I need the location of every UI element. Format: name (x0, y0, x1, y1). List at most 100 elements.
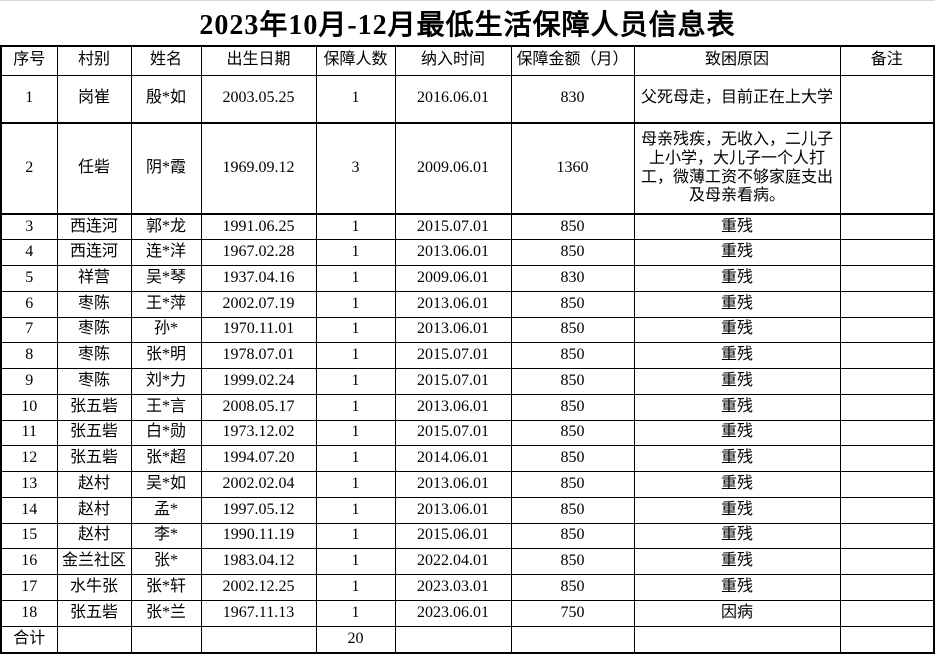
cell: 1969.09.12 (200, 122, 317, 215)
table-row: 4 西连河 连*洋 1967.02.28 1 2013.06.01 850 重残 (0, 239, 935, 266)
cell: 1 (315, 522, 396, 550)
cell: 17 (0, 574, 58, 601)
cell (839, 496, 935, 524)
cell (839, 74, 935, 124)
total-cell (633, 625, 841, 654)
cell (839, 239, 935, 266)
cell: 张五砦 (56, 419, 132, 447)
cell: 1937.04.16 (200, 265, 317, 292)
table-row: 11 张五砦 白*勋 1973.12.02 1 2015.07.01 850 重残 (0, 419, 935, 447)
cell: 10 (0, 393, 58, 421)
cell: 王*言 (130, 393, 202, 421)
cause-cell: 重残 (633, 213, 841, 241)
cell: 7 (0, 316, 58, 344)
cause-cell: 重残 (633, 265, 841, 292)
cell: 1 (315, 419, 396, 447)
cell: 1 (315, 548, 396, 575)
cell: 16 (0, 548, 58, 575)
total-cell: 20 (315, 625, 396, 654)
cell: 1 (315, 574, 396, 601)
cell: 赵村 (56, 496, 132, 524)
cause-cell: 重残 (633, 239, 841, 266)
cell: 13 (0, 471, 58, 498)
cell: 6 (0, 290, 58, 318)
cell: 850 (510, 342, 635, 369)
cell: 王*萍 (130, 290, 202, 318)
cell: 15 (0, 522, 58, 550)
cell: 8 (0, 342, 58, 369)
cell: 850 (510, 574, 635, 601)
cell: 1 (315, 74, 396, 124)
cell: 白*勋 (130, 419, 202, 447)
cell: 祥营 (56, 265, 132, 292)
cell: 赵村 (56, 471, 132, 498)
table-row: 13 赵村 吴*如 2002.02.04 1 2013.06.01 850 重残 (0, 471, 935, 498)
cell: 枣陈 (56, 290, 132, 318)
cell: 郭*龙 (130, 213, 202, 241)
cell: 1994.07.20 (200, 445, 317, 472)
cell: 2022.04.01 (394, 548, 512, 575)
cell (839, 342, 935, 369)
table-row: 3 西连河 郭*龙 1991.06.25 1 2015.07.01 850 重残 (0, 213, 935, 241)
cause-cell: 重残 (633, 419, 841, 447)
cell: 岗崔 (56, 74, 132, 124)
table-row: 14 赵村 孟* 1997.05.12 1 2013.06.01 850 重残 (0, 496, 935, 524)
column-header: 序号 (0, 45, 58, 76)
cell: 枣陈 (56, 342, 132, 369)
column-header: 保障人数 (315, 45, 396, 76)
cell: 850 (510, 445, 635, 472)
cell: 850 (510, 393, 635, 421)
cell: 18 (0, 599, 58, 627)
cause-cell: 重残 (633, 393, 841, 421)
cell: 850 (510, 471, 635, 498)
cell: 连*洋 (130, 239, 202, 266)
cell: 1 (315, 368, 396, 395)
cell: 5 (0, 265, 58, 292)
table-row: 18 张五砦 张*兰 1967.11.13 1 2023.06.01 750 因病 (0, 599, 935, 627)
total-cell (394, 625, 512, 654)
cell: 850 (510, 548, 635, 575)
cell: 850 (510, 239, 635, 266)
cell: 孙* (130, 316, 202, 344)
column-header: 纳入时间 (394, 45, 512, 76)
cell: 1 (0, 74, 58, 124)
cell: 2003.05.25 (200, 74, 317, 124)
cell: 12 (0, 445, 58, 472)
cause-cell: 母亲残疾，无收入，二儿子上小学，大儿子一个人打工，微薄工资不够家庭支出及母亲看病… (633, 122, 841, 215)
cell: 1 (315, 599, 396, 627)
cell: 750 (510, 599, 635, 627)
benefits-table: 序号 村别 姓名 出生日期 保障人数 纳入时间 保障金额（月） 致困原因 备注 1 岗崔 殷*如 20… (0, 45, 935, 654)
cell: 张五砦 (56, 393, 132, 421)
cell (839, 316, 935, 344)
cause-cell: 重残 (633, 368, 841, 395)
cell: 1 (315, 265, 396, 292)
cause-cell: 重残 (633, 548, 841, 575)
cell: 830 (510, 265, 635, 292)
cell: 850 (510, 419, 635, 447)
cell (839, 393, 935, 421)
cell: 2002.12.25 (200, 574, 317, 601)
cell: 1978.07.01 (200, 342, 317, 369)
cell: 850 (510, 213, 635, 241)
cell: 2 (0, 122, 58, 215)
cell: 1970.11.01 (200, 316, 317, 344)
cell: 西连河 (56, 239, 132, 266)
cell: 殷*如 (130, 74, 202, 124)
cell: 张*兰 (130, 599, 202, 627)
cause-cell: 重残 (633, 342, 841, 369)
cell: 3 (0, 213, 58, 241)
table-row: 6 枣陈 王*萍 2002.07.19 1 2013.06.01 850 重残 (0, 290, 935, 318)
table-row: 15 赵村 李* 1990.11.19 1 2015.06.01 850 重残 (0, 522, 935, 550)
cause-cell: 重残 (633, 496, 841, 524)
cell: 850 (510, 522, 635, 550)
cell: 1 (315, 316, 396, 344)
cell: 2013.06.01 (394, 471, 512, 498)
column-header: 保障金额（月） (510, 45, 635, 76)
cell: 1 (315, 239, 396, 266)
cell: 2002.02.04 (200, 471, 317, 498)
cell (839, 122, 935, 215)
table-row: 2 任砦 阴*霞 1969.09.12 3 2009.06.01 1360 母亲残疾，无收入，… (0, 122, 935, 215)
column-header: 致困原因 (633, 45, 841, 76)
cell: 830 (510, 74, 635, 124)
cell: 李* (130, 522, 202, 550)
